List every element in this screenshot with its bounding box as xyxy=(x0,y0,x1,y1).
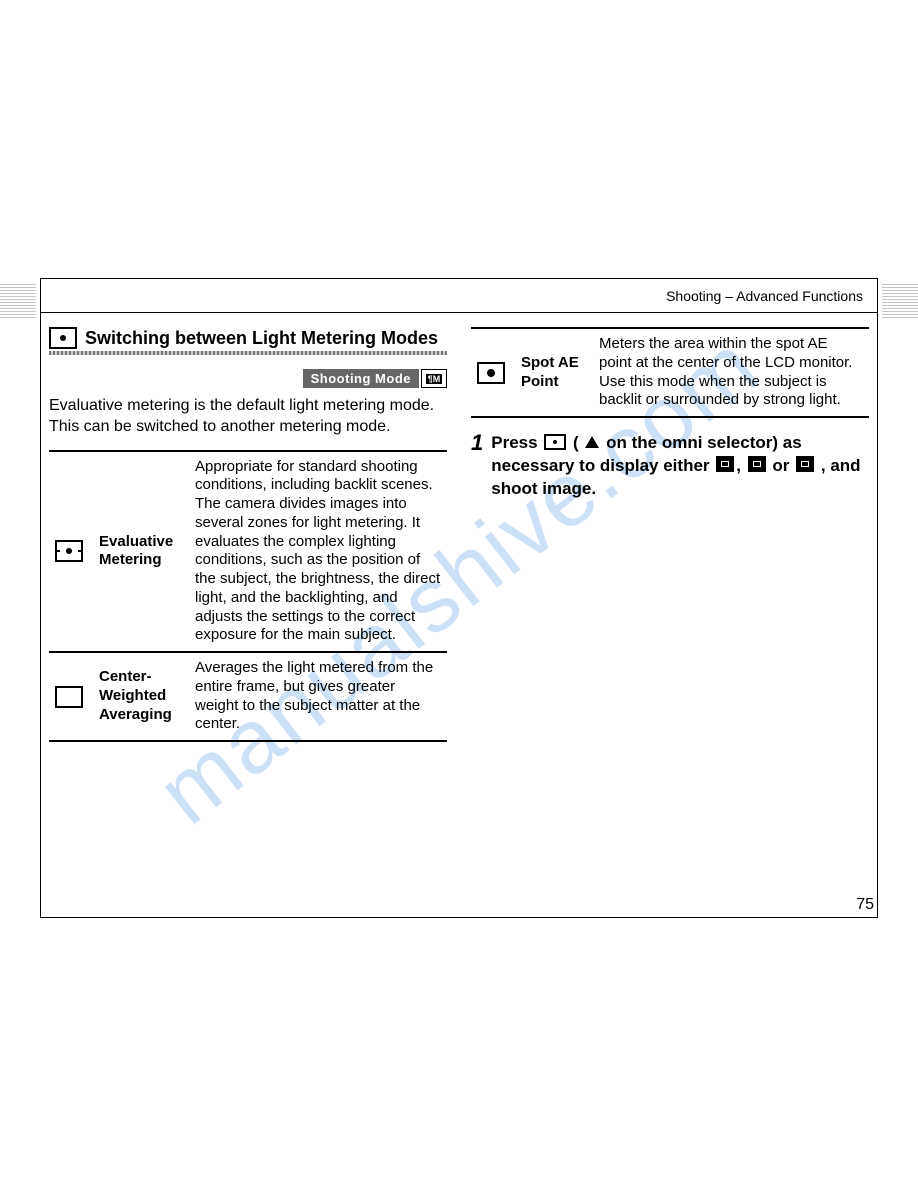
instr-part: Press xyxy=(491,433,542,452)
mode-description: Appropriate for standard shooting condit… xyxy=(189,451,447,653)
table-row: Spot AE Point Meters the area within the… xyxy=(471,328,869,417)
mode-name: Evaluative Metering xyxy=(93,451,189,653)
instr-part: , xyxy=(736,456,745,475)
instruction-text: Press ( on the omni selector) as necessa… xyxy=(491,432,869,501)
icon-cell xyxy=(49,451,93,653)
page-number: 75 xyxy=(856,896,874,914)
metering-mode-icon xyxy=(49,327,77,349)
intro-text: Evaluative metering is the default light… xyxy=(49,396,447,438)
instr-part: or xyxy=(768,456,794,475)
up-arrow-icon xyxy=(585,436,599,448)
mode-option-icon xyxy=(716,456,734,472)
instr-part: ( xyxy=(568,433,583,452)
table-row: Center-Weighted Averaging Averages the l… xyxy=(49,652,447,741)
center-weighted-icon xyxy=(55,686,83,708)
shooting-mode-badge: Shooting Mode ¶M xyxy=(49,369,447,388)
icon-cell xyxy=(471,328,515,417)
evaluative-metering-icon xyxy=(55,540,83,562)
title-underline xyxy=(49,351,447,355)
shooting-mode-icon: ¶M xyxy=(421,369,447,388)
edge-decoration-right xyxy=(882,282,918,318)
edge-decoration-left xyxy=(0,282,36,318)
metering-button-icon xyxy=(544,434,566,450)
table-row: Evaluative Metering Appropriate for stan… xyxy=(49,451,447,653)
instruction-step: 1 Press ( on the omni selector) as neces… xyxy=(471,432,869,501)
step-number: 1 xyxy=(471,432,483,501)
page-frame: Shooting – Advanced Functions Switching … xyxy=(40,278,878,918)
mode-description: Averages the light metered from the enti… xyxy=(189,652,447,741)
mode-option-icon xyxy=(748,456,766,472)
mode-description: Meters the area within the spot AE point… xyxy=(593,328,869,417)
breadcrumb: Shooting – Advanced Functions xyxy=(666,288,863,304)
metering-table-left: Evaluative Metering Appropriate for stan… xyxy=(49,450,447,743)
spot-ae-icon xyxy=(477,362,505,384)
content-columns: Switching between Light Metering Modes S… xyxy=(41,313,877,752)
icon-cell xyxy=(49,652,93,741)
mode-option-icon xyxy=(796,456,814,472)
mode-name: Spot AE Point xyxy=(515,328,593,417)
shooting-mode-label: Shooting Mode xyxy=(303,369,419,388)
section-title: Switching between Light Metering Modes xyxy=(85,328,438,349)
section-title-row: Switching between Light Metering Modes xyxy=(49,327,447,349)
right-column: Spot AE Point Meters the area within the… xyxy=(471,327,869,742)
mode-name: Center-Weighted Averaging xyxy=(93,652,189,741)
metering-table-right: Spot AE Point Meters the area within the… xyxy=(471,327,869,418)
left-column: Switching between Light Metering Modes S… xyxy=(49,327,447,742)
header-bar: Shooting – Advanced Functions xyxy=(41,279,877,313)
